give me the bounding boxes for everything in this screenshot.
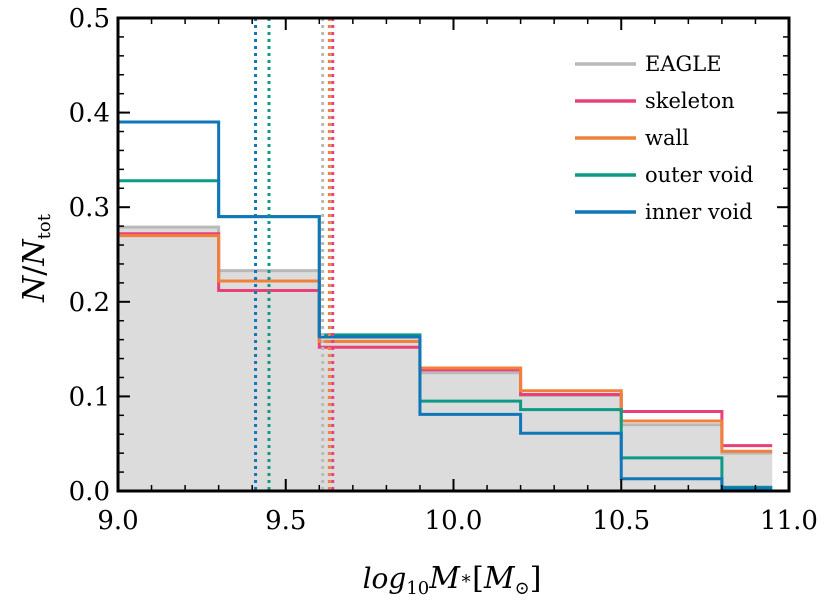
legend-label-eagle: EAGLE bbox=[645, 52, 722, 76]
x-tick-label: 11.0 bbox=[760, 506, 818, 536]
x-axis-label: log10M∗[M⊙] bbox=[363, 561, 542, 599]
legend-label-outer-void: outer void bbox=[645, 163, 753, 187]
y-tick-label: 0.1 bbox=[69, 382, 110, 412]
x-tick-label: 10.0 bbox=[425, 506, 483, 536]
x-tick-label: 9.5 bbox=[265, 506, 306, 536]
y-tick-label: 0.2 bbox=[69, 288, 110, 318]
legend-label-inner-void: inner void bbox=[645, 200, 753, 224]
legend: EAGLE skeleton wall outer void inner void bbox=[575, 52, 753, 224]
series-line-inner-void bbox=[116, 120, 773, 491]
y-tick-label: 0.5 bbox=[69, 4, 110, 34]
fill-eagle bbox=[118, 227, 773, 492]
y-tick-label: 0.3 bbox=[69, 193, 110, 223]
legend-label-skeleton: skeleton bbox=[645, 89, 735, 113]
x-tick-label: 10.5 bbox=[592, 506, 650, 536]
x-tick-label: 9.0 bbox=[97, 506, 138, 536]
legend-label-wall: wall bbox=[645, 126, 689, 150]
tick-layer: 9.0 9.5 10.0 10.5 11.0 0.0 0.1 0.2 0.3 0.4 0.5 bbox=[69, 4, 818, 536]
y-tick-label: 0.0 bbox=[69, 477, 110, 507]
plot-fill-layer bbox=[118, 227, 773, 492]
y-tick-label: 0.4 bbox=[69, 99, 110, 129]
y-axis-label: N/Ntot bbox=[17, 213, 55, 303]
plot-lines-layer bbox=[116, 18, 773, 491]
